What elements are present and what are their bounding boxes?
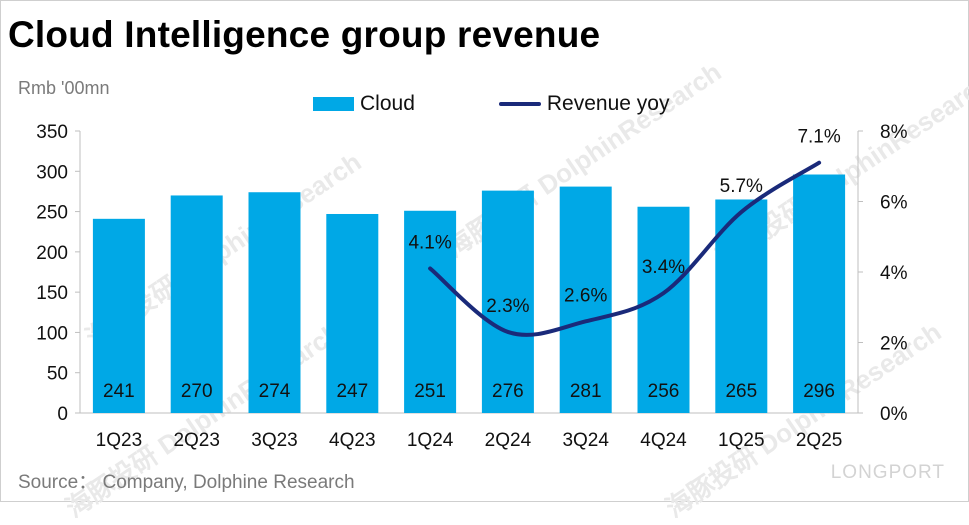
- x-tick-label: 1Q23: [96, 430, 142, 451]
- legend: Cloud Revenue yoy: [313, 92, 669, 116]
- line-data-label: 7.1%: [797, 127, 840, 148]
- series-line-revenue-yoy: [428, 160, 822, 337]
- y-tick-label: 50: [47, 364, 68, 385]
- x-tick-label: 4Q24: [640, 430, 687, 451]
- bar: [92, 218, 145, 413]
- x-tick-label: 2Q23: [173, 430, 219, 451]
- bar: [404, 210, 457, 413]
- x-tick-label: 2Q25: [796, 430, 842, 451]
- unit-label: Rmb '00mn: [18, 78, 110, 98]
- bar-data-label: 270: [181, 381, 213, 402]
- bar-data-label: 265: [725, 381, 757, 402]
- line-data-label: 2.6%: [564, 285, 607, 306]
- bar: [715, 199, 768, 413]
- legend-item-yoy: Revenue yoy: [498, 92, 670, 116]
- brand-watermark: LONGPORT: [830, 462, 945, 483]
- x-tick-label: 3Q23: [251, 430, 297, 451]
- legend-swatch-line: [498, 102, 541, 106]
- line-data-label: 3.4%: [642, 257, 685, 278]
- x-tick-label: 3Q24: [562, 430, 609, 451]
- chart-plot: 0 50 100 150 200 250 300 350 0% 2% 4% 6% 8% 241 270 274…: [36, 122, 908, 451]
- bar-data-label: 274: [259, 381, 291, 402]
- y-tick-label: 200: [36, 243, 68, 264]
- bar: [637, 206, 690, 413]
- x-tick-label: 1Q25: [718, 430, 764, 451]
- legend-label-cloud: Cloud: [360, 92, 415, 115]
- bar-data-label: 296: [803, 381, 835, 402]
- x-tick-label: 2Q24: [485, 430, 532, 451]
- x-tick-label: 4Q23: [329, 430, 375, 451]
- x-tick-label: 1Q24: [407, 430, 454, 451]
- legend-swatch-bar: [313, 97, 354, 111]
- bar-data-label: 281: [570, 381, 602, 402]
- y2-tick-label: 6%: [880, 193, 908, 214]
- bar-data-label: 241: [103, 381, 135, 402]
- line-data-label: 4.1%: [408, 232, 451, 253]
- bar-data-label: 256: [648, 381, 680, 402]
- y2-tick-label: 4%: [880, 263, 908, 284]
- y2-tick-label: 2%: [880, 334, 908, 355]
- line-data-label: 2.3%: [486, 296, 529, 317]
- legend-item-cloud: Cloud: [313, 92, 415, 116]
- bar-data-label: 247: [336, 381, 368, 402]
- bar: [481, 190, 534, 413]
- legend-label-yoy: Revenue yoy: [546, 92, 670, 115]
- bar: [170, 195, 223, 413]
- y-tick-label: 300: [36, 162, 68, 183]
- y-tick-label: 150: [36, 283, 68, 304]
- y2-tick-label: 0%: [880, 404, 908, 425]
- y-tick-label: 100: [36, 323, 68, 344]
- bar-data-label: 251: [414, 381, 446, 402]
- line-data-label: 5.7%: [720, 176, 763, 197]
- bar: [793, 174, 846, 413]
- chart-title: Cloud Intelligence group revenue: [8, 14, 601, 55]
- bar: [248, 192, 301, 413]
- bar-data-label: 276: [492, 381, 524, 402]
- bar: [326, 213, 379, 413]
- y-tick-label: 250: [36, 203, 68, 224]
- y-tick-label: 350: [36, 122, 68, 143]
- y2-tick-label: 8%: [880, 122, 908, 143]
- y-tick-label: 0: [57, 404, 68, 425]
- bar: [559, 186, 612, 413]
- source-note: Source： Company, Dolphine Research: [18, 472, 355, 493]
